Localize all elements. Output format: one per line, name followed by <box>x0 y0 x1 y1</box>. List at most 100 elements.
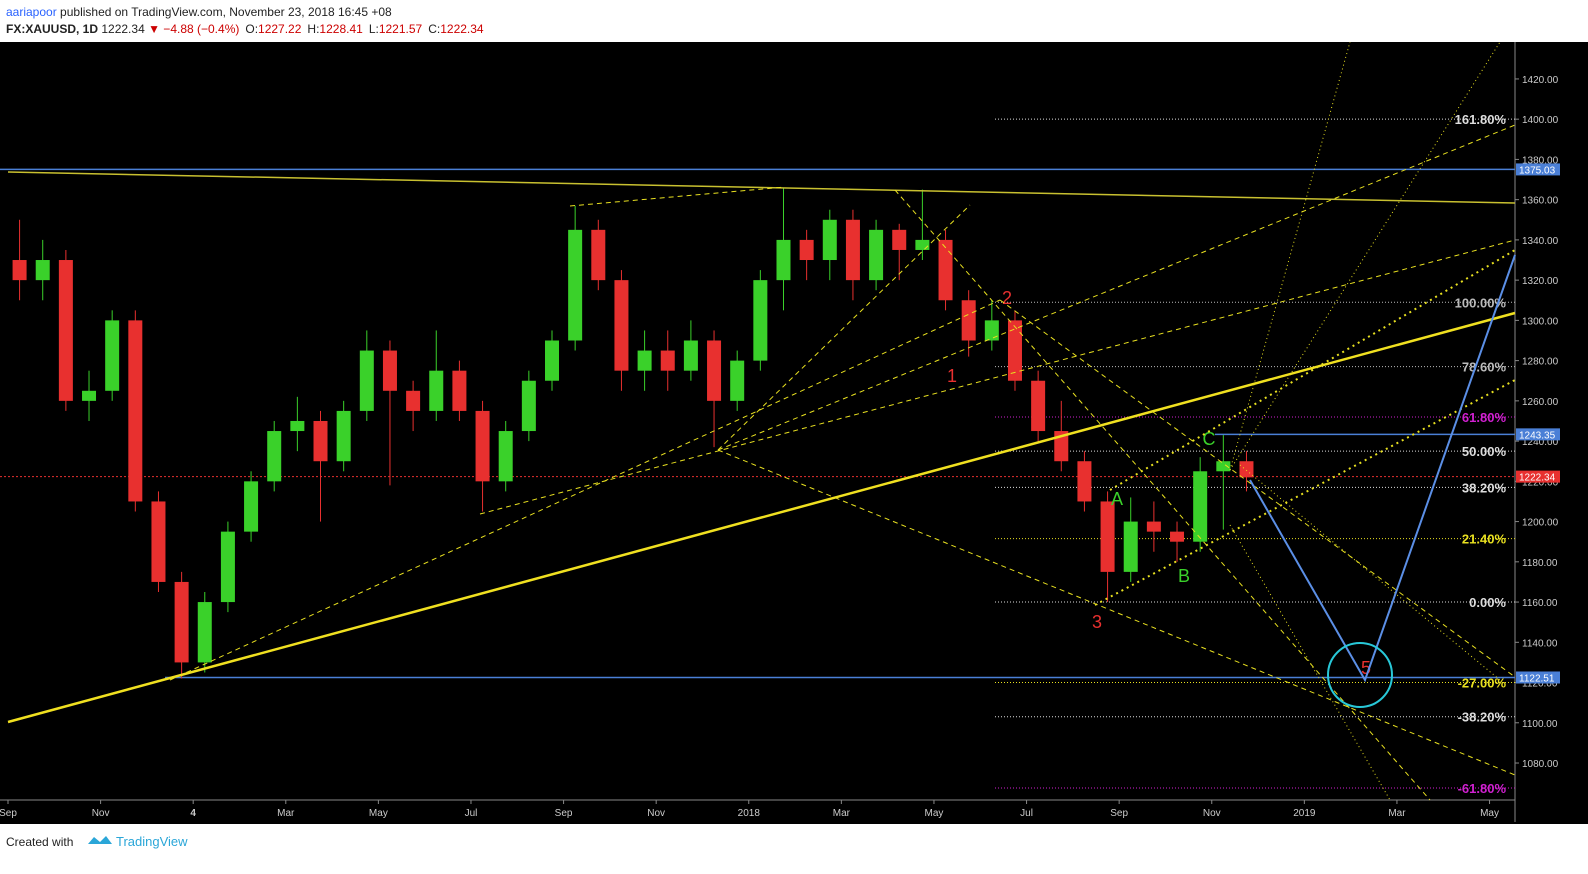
price-badge <box>1516 671 1560 684</box>
candle-body <box>637 350 652 371</box>
candle-body <box>359 350 374 411</box>
y-tick-label: 1260.00 <box>1522 397 1559 408</box>
x-tick-label: Mar <box>277 808 295 819</box>
drawings <box>7 41 1516 801</box>
y-tick-label: 1120.00 <box>1522 679 1558 690</box>
candle-body <box>1031 380 1046 432</box>
y-tick-label: 1280.00 <box>1522 357 1559 368</box>
x-tick-label: Sep <box>555 808 573 819</box>
candle-body <box>290 420 305 432</box>
x-tick-label: Nov <box>1203 808 1221 819</box>
trend-line <box>999 299 1516 678</box>
candle-body <box>475 410 490 482</box>
candle-body <box>892 229 907 250</box>
y-tick-label: 1380.00 <box>1522 155 1559 166</box>
candle-body <box>406 390 421 411</box>
price-badge-label: 1375.03 <box>1519 165 1556 176</box>
candle-body <box>12 260 27 281</box>
x-tick-label: Jul <box>465 808 478 819</box>
x-tick-label: Mar <box>1388 808 1406 819</box>
author[interactable]: aariapoor <box>6 5 57 19</box>
candle-body <box>336 410 351 462</box>
fib-label: -38.20% <box>1458 710 1507 725</box>
trend-line <box>1094 379 1516 606</box>
chart-bg <box>0 42 1588 824</box>
wave-label: C <box>1203 429 1216 449</box>
price-badge-label: 1222.34 <box>1519 473 1556 484</box>
candle-body <box>267 431 282 482</box>
fib-label: 21.40% <box>1462 532 1507 547</box>
ohlc-value: 1221.57 <box>379 22 423 36</box>
fib-label: 78.60% <box>1462 360 1507 375</box>
candle-body <box>1193 471 1208 542</box>
x-tick-label: May <box>369 808 388 819</box>
ohlc-label: L: <box>369 22 379 36</box>
candle-body <box>197 602 212 663</box>
price-badge-label: 1243.35 <box>1519 430 1556 441</box>
change: ▼ −4.88 (−0.4%) <box>148 22 239 36</box>
candle-body <box>591 229 606 281</box>
candle-body <box>220 531 235 603</box>
y-tick-label: 1220.00 <box>1522 477 1559 488</box>
candle-body <box>753 280 768 361</box>
candle-body <box>128 320 143 502</box>
candle-body <box>545 340 560 381</box>
wave-label: A <box>1111 489 1123 509</box>
ohlc-value: 1227.22 <box>258 22 302 36</box>
candle-body <box>452 370 467 411</box>
candle-body <box>174 581 189 663</box>
candle-body <box>35 260 50 281</box>
candle-body <box>1170 531 1185 542</box>
logo <box>88 836 112 844</box>
ohlc-label: C: <box>428 22 440 36</box>
trend-line <box>169 299 1001 681</box>
x-tick-label: 4 <box>190 808 196 819</box>
wave-label: 3 <box>1092 612 1102 632</box>
x-tick-label: Mar <box>833 808 851 819</box>
candle-body <box>915 239 930 250</box>
y-tick-label: 1180.00 <box>1522 558 1558 569</box>
candle-body <box>614 280 629 371</box>
last: 1222.34 <box>101 22 145 36</box>
symbol: FX:XAUUSD, 1D <box>6 22 98 36</box>
candle-body <box>776 239 791 281</box>
candle-body <box>984 320 999 341</box>
candle-body <box>1100 501 1115 572</box>
trend-line <box>1239 464 1501 681</box>
candle-body <box>429 370 444 411</box>
y-tick-label: 1240.00 <box>1522 437 1559 448</box>
x-tick-label: 2019 <box>1293 808 1316 819</box>
wave-label: B <box>1178 566 1190 586</box>
y-tick-label: 1200.00 <box>1522 518 1559 529</box>
x-tick-label: Nov <box>92 808 110 819</box>
y-tick-label: 1360.00 <box>1522 196 1559 207</box>
y-tick-label: 1300.00 <box>1522 316 1559 327</box>
fib-label: 38.20% <box>1462 480 1507 495</box>
x-tick-label: Sep <box>1110 808 1128 819</box>
candle-body <box>869 229 884 281</box>
candle-body <box>498 431 513 482</box>
published: published on TradingView.com, November 2… <box>60 5 392 19</box>
candle-body <box>58 260 73 401</box>
y-tick-label: 1100.00 <box>1522 719 1558 730</box>
candle-body <box>244 481 259 532</box>
symbol-line: FX:XAUUSD, 1D 1222.34 ▼ −4.88 (−0.4%) O:1… <box>6 22 484 36</box>
fib-label: 100.00% <box>1455 295 1507 310</box>
fib-label: 161.80% <box>1455 112 1507 127</box>
footer-brand[interactable]: TradingView <box>116 834 188 849</box>
fib-label: 0.00% <box>1469 595 1506 610</box>
ohlc-value: 1228.41 <box>319 22 363 36</box>
trend-line <box>894 189 1431 801</box>
trend-line <box>7 311 1516 724</box>
wave-label: 2 <box>1002 288 1012 308</box>
candle-body <box>382 350 397 391</box>
wave-label: 1 <box>947 366 957 386</box>
y-tick-label: 1140.00 <box>1522 638 1558 649</box>
trend-line <box>717 204 971 451</box>
fib-label: 61.80% <box>1462 410 1507 425</box>
ohlc: O:1227.22 H:1228.41 L:1221.57 C:1222.34 <box>245 22 484 36</box>
fib-label: -61.80% <box>1458 781 1507 796</box>
candle-body <box>1239 461 1254 478</box>
x-tick-label: Sep <box>0 808 17 819</box>
